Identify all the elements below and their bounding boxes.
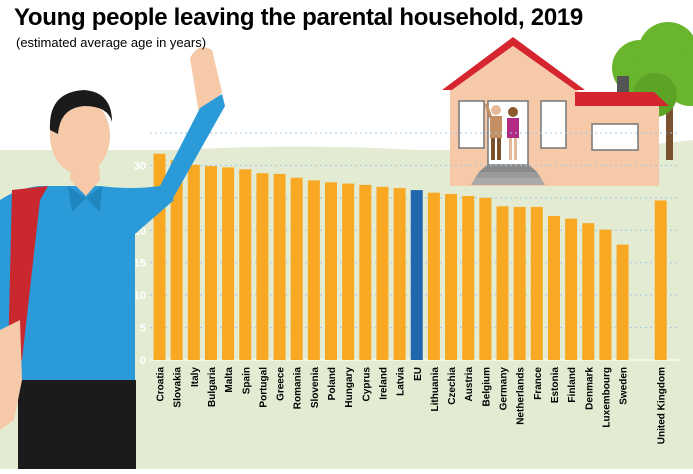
bar-germany	[496, 206, 509, 360]
x-tick-label: Greece	[276, 367, 287, 401]
y-tick-label: 10	[134, 290, 146, 302]
y-tick-label: 35	[134, 128, 146, 140]
bar-luxembourg	[599, 229, 612, 360]
house-icon	[442, 37, 669, 186]
bar-romania	[290, 177, 303, 360]
bar-poland	[325, 182, 337, 360]
x-tick-label: Czechia	[447, 367, 458, 405]
bar-united-kingdom	[654, 200, 667, 360]
x-tick-label: Italy	[190, 367, 201, 387]
x-tick-label: Romania	[293, 367, 304, 410]
bar-spain	[239, 169, 252, 360]
x-tick-label: Portugal	[258, 367, 269, 408]
x-tick-label: Sweden	[619, 367, 630, 405]
bar-italy	[187, 164, 200, 360]
x-tick-label: Cyprus	[361, 367, 372, 402]
bar-netherlands	[513, 206, 526, 360]
y-tick-label: 0	[140, 355, 146, 367]
x-tick-label: France	[533, 367, 544, 400]
x-tick-label: Spain	[241, 367, 252, 394]
x-tick-label: Lithuania	[430, 367, 441, 412]
couple-icon	[484, 103, 519, 160]
x-tick-label: United Kingdom	[657, 367, 668, 444]
x-tick-label: Poland	[327, 367, 338, 400]
bar-ireland	[376, 186, 389, 360]
bar-bulgaria	[204, 166, 217, 360]
x-tick-label: Slovakia	[173, 367, 184, 408]
x-tick-label: Bulgaria	[207, 367, 218, 407]
x-tick-label: Estonia	[550, 367, 561, 404]
bar-sweden	[616, 244, 629, 360]
x-tick-label: EU	[413, 367, 424, 381]
x-tick-label: Croatia	[156, 367, 167, 402]
x-tick-label: Germany	[499, 367, 510, 411]
x-tick-label: Luxembourg	[601, 367, 612, 428]
bar-lithuania	[427, 192, 440, 360]
bar-france	[530, 206, 543, 360]
bar-czechia	[445, 193, 458, 360]
x-tick-label: Malta	[224, 367, 235, 393]
bar-eu	[410, 190, 423, 360]
bar-slovakia	[170, 160, 183, 360]
bar-austria	[462, 195, 475, 360]
bar-estonia	[547, 216, 560, 360]
bar-cyprus	[359, 184, 372, 360]
y-tick-label: 30	[134, 160, 146, 172]
x-tick-label: Austria	[464, 367, 475, 402]
bar-denmark	[582, 223, 595, 360]
x-tick-label: Hungary	[344, 367, 355, 408]
y-tick-label: 5	[140, 323, 146, 335]
x-tick-label: Netherlands	[516, 367, 527, 425]
x-tick-label: Finland	[567, 367, 578, 403]
x-tick-label: Denmark	[584, 367, 595, 410]
x-tick-label: Slovenia	[310, 367, 321, 409]
chart-title: Young people leaving the parental househ…	[14, 4, 583, 31]
bar-belgium	[479, 197, 492, 360]
bar-hungary	[342, 183, 355, 360]
chart-subtitle: (estimated average age in years)	[16, 35, 207, 50]
bar-latvia	[393, 188, 406, 360]
bar-portugal	[256, 173, 269, 360]
bar-greece	[273, 173, 286, 360]
x-tick-label: Ireland	[378, 367, 389, 400]
bar-slovenia	[307, 180, 320, 360]
y-tick-label: 15	[134, 258, 146, 270]
bar-finland	[565, 218, 578, 360]
x-tick-label: Belgium	[481, 367, 492, 407]
x-tick-label: Latvia	[396, 367, 407, 396]
waving-person-icon	[0, 47, 225, 469]
bar-malta	[222, 167, 235, 360]
